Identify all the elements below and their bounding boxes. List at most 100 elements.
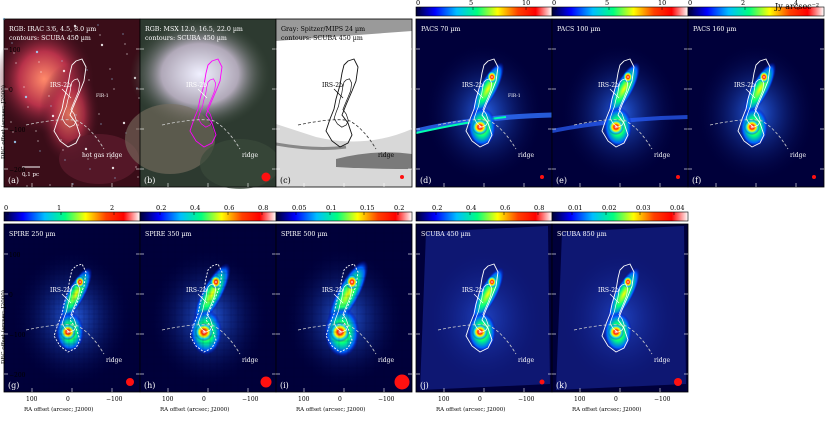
panel-title: PACS 160 µm [693, 26, 736, 33]
colorbar-tick: 0.02 [602, 204, 616, 212]
x-tick-label: 100 [26, 396, 38, 403]
panel-d: PACS 70 µm IRS-2b FIR-1 ridge (d) 0 5 10 [415, 0, 553, 188]
beam-marker [540, 175, 544, 179]
y-tick-label: −100 [9, 332, 26, 339]
source-label: IRS-2b [322, 82, 343, 89]
x-tick-label: −100 [106, 396, 123, 403]
colorbar: 0 2 4 [687, 0, 825, 17]
source-arrow [609, 88, 620, 99]
ridge-label: ridge [378, 152, 394, 159]
colorbar-tick: 0.4 [466, 204, 476, 212]
ridge-label: ridge [654, 357, 670, 364]
contour-inner [197, 78, 217, 128]
colorbar-tick: 0 [4, 204, 8, 212]
colorbar-tick: 1 [57, 204, 61, 212]
contour-inner [333, 283, 353, 333]
contour-inner [61, 283, 81, 333]
x-tick-label: 0 [338, 396, 342, 403]
panel-title: SCUBA 450 µm [421, 231, 471, 238]
colorbar-tick: 10 [658, 0, 666, 7]
x-tick-label: −100 [654, 396, 671, 403]
contour-inner [473, 283, 493, 333]
colorbar-tick: 2 [110, 204, 114, 212]
x-axis-label: RA offset (arcsec; J2000) [296, 406, 365, 413]
ridge-label: ridge [790, 152, 806, 159]
colorbar-tick: 0 [552, 0, 556, 7]
colorbar: 0.2 0.4 0.6 0.8 [415, 204, 553, 222]
ridge-label: ridge [378, 357, 394, 364]
y-tick-label: −200 [9, 372, 26, 379]
source-arrow [197, 293, 208, 304]
panel-title: PACS 70 µm [421, 26, 460, 33]
panel-f: PACS 160 µm IRS-2b ridge (f) 0 2 4 [687, 0, 825, 188]
panel-letter: (b) [144, 176, 155, 185]
contour-inner [745, 78, 765, 128]
contour-outer [189, 58, 223, 148]
beam-marker [261, 172, 271, 182]
panel-title: SCUBA 850 µm [557, 231, 607, 238]
x-axis-label: RA offset (arcsec; J2000) [160, 406, 229, 413]
panel-title: SPIRE 250 µm [9, 231, 55, 238]
panel-letter: (j) [420, 381, 429, 390]
x-tick-label: 0 [66, 396, 70, 403]
beam-marker [126, 378, 134, 386]
source-label: IRS-2b [462, 82, 483, 89]
colorbar-tick: 0.4 [190, 204, 200, 212]
x-tick-label: 100 [438, 396, 450, 403]
panel-title: contours: SCUBA 450 µm [145, 35, 227, 42]
panel-i: SPIRE 500 µm IRS-2b ridge (i) 0.05 0.1 0.15 0.2 [275, 204, 413, 393]
source-label: IRS-2b [462, 287, 483, 294]
beam-marker [674, 378, 682, 386]
fir-label: FIR-1 [96, 93, 109, 99]
x-tick-label: 0 [478, 396, 482, 403]
colorbar-tick: 5 [469, 0, 473, 7]
ridge-label: hot gas ridge [82, 152, 123, 159]
contour-outer [189, 263, 223, 353]
colorbar-tick: 0.2 [394, 204, 404, 212]
y-tick-label: 100 [9, 47, 21, 54]
colorbar-tick: 0.05 [292, 204, 306, 212]
panel-j: SCUBA 450 µm IRS-2b ridge (j) 0.2 0.4 0.6 0.8 [415, 204, 553, 393]
contour-inner [333, 78, 353, 128]
y-tick-label: −100 [9, 127, 26, 134]
source-arrow [61, 293, 72, 304]
panel-letter: (f) [692, 176, 701, 185]
y-axis-label: DEC offset (arcsec; J2000) [0, 290, 7, 364]
contour-outer [737, 58, 771, 148]
ridge-label: ridge [654, 152, 670, 159]
panel-e: PACS 100 µm IRS-2b ridge (e) 0 5 10 [551, 0, 689, 188]
colorbar-tick: 0.8 [534, 204, 544, 212]
source-label: IRS-2b [50, 82, 71, 89]
x-axis-label: RA offset (arcsec; J2000) [24, 406, 93, 413]
x-tick-label: 100 [574, 396, 586, 403]
colorbar-tick: 0.04 [670, 204, 684, 212]
colorbar: 0.01 0.02 0.03 0.04 [551, 204, 689, 222]
colorbar-tick: 0.03 [636, 204, 650, 212]
ridge-line [437, 119, 517, 150]
panel-letter: (c) [280, 176, 291, 185]
x-tick-label: 100 [298, 396, 310, 403]
source-label: IRS-2b [598, 82, 619, 89]
source-arrow [609, 293, 620, 304]
colorbar-tick: 0.6 [224, 204, 234, 212]
contour-outer [53, 263, 87, 353]
ridge-line [573, 119, 653, 150]
ridge-line [437, 324, 517, 355]
contour-inner [197, 283, 217, 333]
colorbar: 0.2 0.4 0.6 0.8 [139, 204, 277, 222]
beam-marker [539, 379, 545, 385]
contour-inner [473, 78, 493, 128]
source-label: IRS-2b [598, 287, 619, 294]
panel-title: RGB: MSX 12.0, 16.5, 22.0 µm [145, 26, 243, 33]
beam-marker [676, 175, 680, 179]
y-tick-label: 100 [9, 252, 21, 259]
ridge-label: ridge [242, 152, 258, 159]
panel-b: RGB: MSX 12.0, 16.5, 22.0 µm contours: SC… [125, 18, 280, 189]
contour-outer [465, 263, 499, 353]
colorbar-tick: 4 [794, 0, 798, 7]
units-label: Jy arcsec⁻² [774, 2, 819, 11]
x-tick-label: 100 [162, 396, 174, 403]
fir-label: FIR-1 [508, 93, 521, 99]
